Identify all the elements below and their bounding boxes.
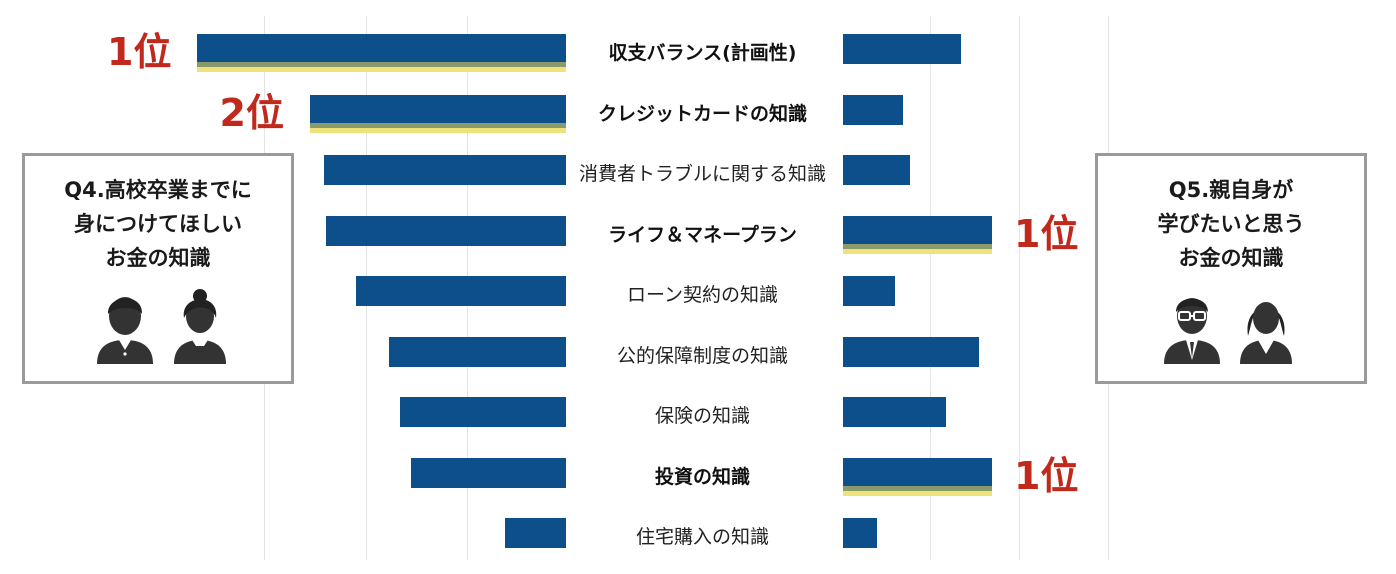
right-rank-label: 1位 <box>1014 211 1079 256</box>
student-girl-icon <box>174 289 226 364</box>
right-bar <box>843 34 961 64</box>
right-bar <box>843 155 911 185</box>
right-bar-highlight <box>843 243 992 254</box>
right-question-panel: Q5.親自身が 学びたいと思う お金の知識 <box>1095 153 1367 384</box>
left-panel-title-line-2: 身につけてほしい <box>74 212 242 236</box>
category-label: 収支バランス(計画性) <box>608 42 797 64</box>
right-bar <box>843 276 896 306</box>
father-icon <box>1164 298 1220 364</box>
category-label: 保険の知識 <box>654 405 750 427</box>
category-label: 消費者トラブルに関する知識 <box>578 163 826 185</box>
category-label: 公的保障制度の知識 <box>616 344 788 367</box>
left-rank-label: 2位 <box>219 90 284 135</box>
left-panel-title-line-3: お金の知識 <box>105 246 211 270</box>
category-label: ライフ＆マネープラン <box>608 223 797 246</box>
right-bar <box>843 518 878 548</box>
right-bar <box>843 94 903 125</box>
right-rank-label: 1位 <box>1014 453 1079 498</box>
left-bar <box>505 518 566 548</box>
left-bar <box>197 34 566 64</box>
right-panel-title-line-1: Q5.親自身が <box>1168 178 1294 202</box>
gridline <box>930 16 931 560</box>
right-bar <box>843 215 992 246</box>
right-bar <box>843 336 979 367</box>
right-bar <box>843 397 946 427</box>
left-bar <box>388 336 566 367</box>
category-label: クレジットカードの知識 <box>597 102 807 125</box>
left-question-panel: Q4.高校卒業までに 身につけてほしい お金の知識 <box>22 153 294 384</box>
left-bar <box>324 155 566 185</box>
right-panel-title-line-3: お金の知識 <box>1178 246 1284 270</box>
gridline <box>1019 16 1020 560</box>
right-bar <box>843 457 992 488</box>
right-panel-title-line-2: 学びたいと思う <box>1157 212 1305 236</box>
mother-icon <box>1240 302 1292 364</box>
left-bar-highlight <box>309 122 567 133</box>
left-bar <box>326 215 566 246</box>
student-boy-icon <box>97 297 153 364</box>
category-label: 投資の知識 <box>654 465 750 488</box>
left-panel-title-line-1: Q4.高校卒業までに <box>64 178 252 202</box>
category-label: 住宅購入の知識 <box>635 526 769 548</box>
right-bar-highlight <box>843 485 992 496</box>
left-bar <box>309 94 566 125</box>
left-bar <box>399 397 566 427</box>
left-rank-label: 1位 <box>107 30 172 74</box>
left-bar-highlight <box>197 62 566 72</box>
left-bar <box>411 457 566 488</box>
left-bar <box>355 276 566 306</box>
category-label: ローン契約の知識 <box>626 284 779 306</box>
